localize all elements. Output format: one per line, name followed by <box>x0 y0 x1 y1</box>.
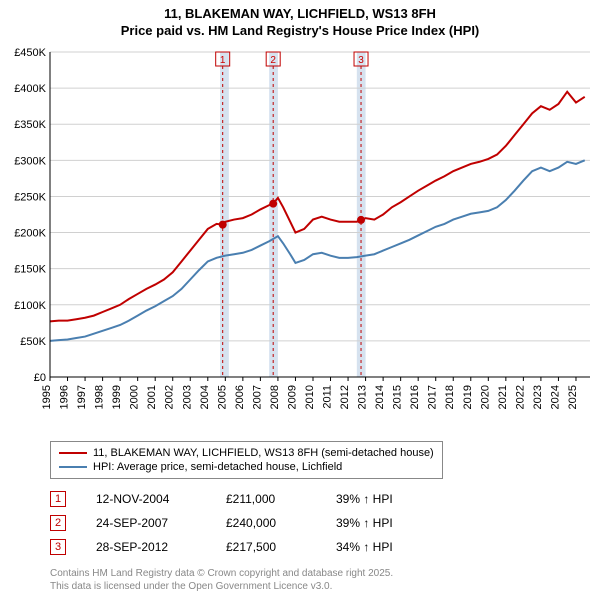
chart-svg: 1 2 3 £0 £50K £100K £150K £200K £250K £300K £350K £… <box>0 42 600 437</box>
svg-text:2021: 2021 <box>497 385 509 409</box>
svg-text:2016: 2016 <box>409 385 421 409</box>
svg-text:£450K: £450K <box>14 47 46 59</box>
svg-text:2009: 2009 <box>286 385 298 409</box>
svg-text:2013: 2013 <box>357 385 369 409</box>
svg-text:2008: 2008 <box>269 385 281 409</box>
legend: 11, BLAKEMAN WAY, LICHFIELD, WS13 8FH (s… <box>50 441 443 479</box>
svg-text:£400K: £400K <box>14 83 46 95</box>
svg-text:2006: 2006 <box>234 385 246 409</box>
title-line-2: Price paid vs. HM Land Registry's House … <box>0 23 600 40</box>
svg-text:2024: 2024 <box>549 385 561 409</box>
sales-table: 1 12-NOV-2004 £211,000 39% ↑ HPI 2 24-SEP-200… <box>50 487 600 559</box>
chart-area: 1 2 3 £0 £50K £100K £150K £200K £250K £300K £350K £… <box>0 42 600 437</box>
legend-row: HPI: Average price, semi-detached house,… <box>59 460 434 474</box>
sale-price: £217,500 <box>226 540 306 554</box>
svg-text:2025: 2025 <box>567 385 579 409</box>
svg-text:2011: 2011 <box>322 385 334 409</box>
sale-date: 28-SEP-2012 <box>96 540 196 554</box>
svg-text:2010: 2010 <box>304 385 316 409</box>
svg-text:£150K: £150K <box>14 263 46 275</box>
svg-text:£0: £0 <box>34 372 46 384</box>
svg-text:1998: 1998 <box>94 385 106 409</box>
svg-text:1999: 1999 <box>111 385 123 409</box>
footnote: Contains HM Land Registry data © Crown c… <box>50 567 600 593</box>
svg-text:2: 2 <box>270 55 276 66</box>
sale-number-badge: 2 <box>50 515 66 531</box>
svg-text:2012: 2012 <box>339 385 351 409</box>
svg-text:£350K: £350K <box>14 119 46 131</box>
svg-text:2002: 2002 <box>164 385 176 409</box>
svg-text:2015: 2015 <box>392 385 404 409</box>
svg-text:2014: 2014 <box>374 385 386 409</box>
svg-text:2019: 2019 <box>462 385 474 409</box>
legend-label: 11, BLAKEMAN WAY, LICHFIELD, WS13 8FH (s… <box>93 447 434 459</box>
svg-text:3: 3 <box>358 55 364 66</box>
svg-text:2003: 2003 <box>181 385 193 409</box>
svg-text:1997: 1997 <box>76 385 88 409</box>
sale-delta: 39% ↑ HPI <box>336 516 393 530</box>
svg-text:2005: 2005 <box>216 385 228 409</box>
title-line-1: 11, BLAKEMAN WAY, LICHFIELD, WS13 8FH <box>0 6 600 23</box>
legend-swatch <box>59 452 87 454</box>
sale-row: 3 28-SEP-2012 £217,500 34% ↑ HPI <box>50 535 600 559</box>
svg-text:2022: 2022 <box>514 385 526 409</box>
sale-date: 12-NOV-2004 <box>96 492 196 506</box>
svg-text:2018: 2018 <box>444 385 456 409</box>
legend-swatch <box>59 466 87 468</box>
svg-text:2020: 2020 <box>479 385 491 409</box>
svg-text:2004: 2004 <box>199 385 211 409</box>
svg-text:£300K: £300K <box>14 155 46 167</box>
legend-row: 11, BLAKEMAN WAY, LICHFIELD, WS13 8FH (s… <box>59 446 434 460</box>
svg-text:2023: 2023 <box>532 385 544 409</box>
svg-text:1996: 1996 <box>59 385 71 409</box>
svg-text:2001: 2001 <box>146 385 158 409</box>
svg-text:£250K: £250K <box>14 191 46 203</box>
sale-number-badge: 3 <box>50 539 66 555</box>
svg-text:2007: 2007 <box>251 385 263 409</box>
sale-delta: 39% ↑ HPI <box>336 492 393 506</box>
legend-label: HPI: Average price, semi-detached house,… <box>93 461 342 473</box>
svg-text:1: 1 <box>220 55 226 66</box>
sale-row: 1 12-NOV-2004 £211,000 39% ↑ HPI <box>50 487 600 511</box>
sale-number-badge: 1 <box>50 491 66 507</box>
footnote-line-2: This data is licensed under the Open Gov… <box>50 580 600 593</box>
sale-date: 24-SEP-2007 <box>96 516 196 530</box>
sale-price: £240,000 <box>226 516 306 530</box>
chart-header: 11, BLAKEMAN WAY, LICHFIELD, WS13 8FH Pr… <box>0 0 600 42</box>
svg-text:2000: 2000 <box>129 385 141 409</box>
footnote-line-1: Contains HM Land Registry data © Crown c… <box>50 567 600 580</box>
sale-price: £211,000 <box>226 492 306 506</box>
svg-text:£50K: £50K <box>20 336 46 348</box>
sale-delta: 34% ↑ HPI <box>336 540 393 554</box>
svg-text:1995: 1995 <box>41 385 53 409</box>
svg-text:£200K: £200K <box>14 227 46 239</box>
svg-text:2017: 2017 <box>427 385 439 409</box>
sale-row: 2 24-SEP-2007 £240,000 39% ↑ HPI <box>50 511 600 535</box>
svg-text:£100K: £100K <box>14 300 46 312</box>
